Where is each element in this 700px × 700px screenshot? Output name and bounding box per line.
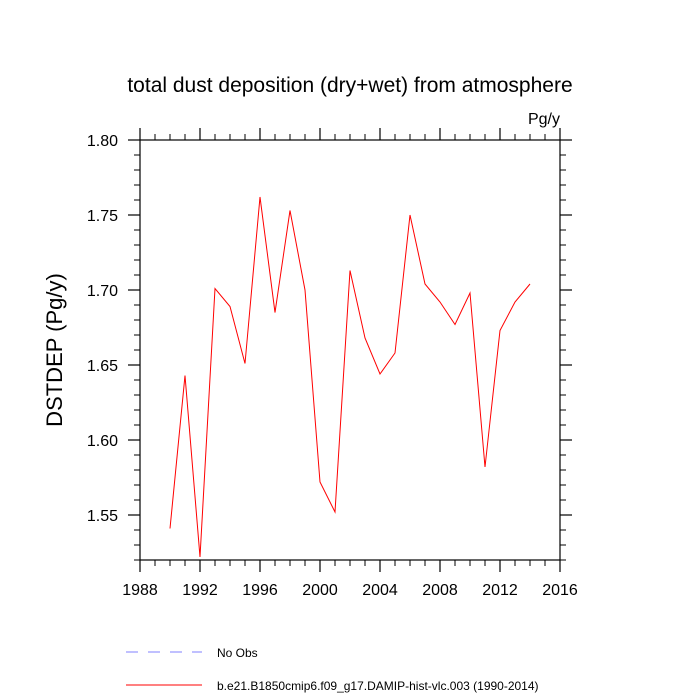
x-tick-label: 1988 — [122, 582, 158, 599]
y-tick-label: 1.75 — [87, 208, 118, 225]
x-axis: 1988 1992 1996 2000 2004 2008 2012 2016 — [122, 128, 578, 599]
x-tick-label: 1996 — [242, 582, 278, 599]
chart-title: total dust deposition (dry+wet) from atm… — [127, 74, 572, 97]
x-tick-label: 2016 — [542, 582, 578, 599]
series-line — [169, 196, 531, 558]
x-tick-label: 1992 — [182, 582, 218, 599]
y-tick-label: 1.65 — [87, 358, 118, 375]
y-tick-label: 1.70 — [87, 283, 118, 300]
y-tick-label: 1.80 — [87, 133, 118, 150]
units-label: Pg/y — [528, 111, 560, 128]
x-tick-label: 2000 — [302, 582, 338, 599]
y-tick-label: 1.60 — [87, 433, 118, 450]
series-layer — [169, 196, 531, 558]
legend-label: No Obs — [217, 646, 258, 660]
x-tick-label: 2012 — [482, 582, 518, 599]
y-axis-label: DSTDEP (Pg/y) — [42, 273, 67, 427]
x-tick-label: 2004 — [362, 582, 398, 599]
y-tick-label: 1.55 — [87, 508, 118, 525]
x-tick-label: 2008 — [422, 582, 458, 599]
legend-label: b.e21.B1850cmip6.f09_g17.DAMIP-hist-vlc.… — [217, 679, 539, 693]
legend: No Obs b.e21.B1850cmip6.f09_g17.DAMIP-his… — [126, 646, 539, 693]
y-axis: 1.55 1.60 1.65 1.70 1.75 1.80 — [87, 133, 572, 561]
